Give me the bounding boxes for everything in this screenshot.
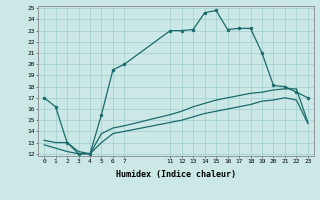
X-axis label: Humidex (Indice chaleur): Humidex (Indice chaleur) bbox=[116, 170, 236, 179]
